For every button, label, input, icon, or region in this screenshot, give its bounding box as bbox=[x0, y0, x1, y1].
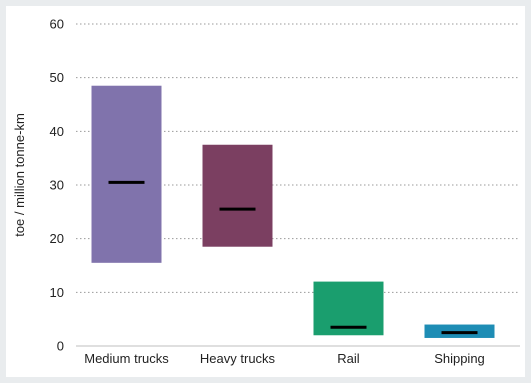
y-axis-title: toe / million tonne-km bbox=[12, 113, 27, 237]
y-tick-label: 40 bbox=[50, 124, 64, 139]
category-label: Medium trucks bbox=[84, 351, 169, 366]
bars bbox=[91, 85, 495, 338]
y-tick-label: 30 bbox=[50, 178, 64, 193]
y-tick-label: 0 bbox=[57, 339, 64, 354]
y-tick-label: 50 bbox=[50, 70, 64, 85]
y-tick-labels: 0 10 20 30 40 50 60 bbox=[50, 17, 64, 354]
category-labels: Medium trucks Heavy trucks Rail Shipping bbox=[84, 351, 485, 366]
chart-frame: 0 10 20 30 40 50 60 Medium trucks Heavy trucks R… bbox=[6, 6, 525, 377]
y-tick-label: 10 bbox=[50, 285, 64, 300]
range-bar-heavy-trucks bbox=[202, 144, 273, 247]
category-label: Rail bbox=[337, 351, 360, 366]
y-tick-label: 60 bbox=[50, 17, 64, 32]
range-bar-medium-trucks bbox=[91, 85, 162, 263]
markers bbox=[108, 180, 478, 335]
y-tick-label: 20 bbox=[50, 231, 64, 246]
range-chart: 0 10 20 30 40 50 60 Medium trucks Heavy trucks R… bbox=[12, 17, 520, 366]
category-label: Shipping bbox=[434, 351, 485, 366]
category-label: Heavy trucks bbox=[200, 351, 276, 366]
